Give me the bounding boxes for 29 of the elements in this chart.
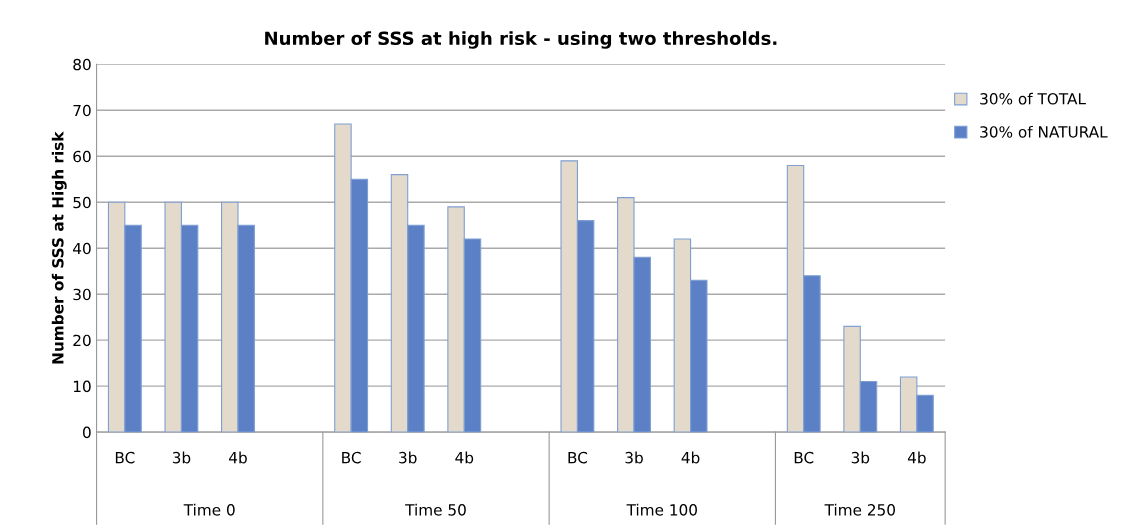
- x-tick-label: 4b: [907, 451, 926, 464]
- x-tick-label: 3b: [851, 451, 870, 464]
- x-tick-label: BC: [794, 451, 814, 464]
- x-tick-label: 4b: [229, 451, 247, 464]
- y-tick-label: 60: [73, 150, 91, 163]
- text: Time 100: [626, 503, 697, 516]
- text: Time 0: [183, 503, 235, 516]
- x-tick-label: BC: [342, 451, 361, 464]
- legend-label: 30% of NATURAL: [980, 125, 1108, 138]
- x-tick-label: 3b: [399, 451, 417, 464]
- chart-title: Number of SSS at high risk - using two thresholds.: [265, 31, 777, 49]
- x-tick-label: 3b: [625, 451, 643, 464]
- y-tick-label: 10: [73, 380, 91, 393]
- x-tick-label: 4b: [455, 451, 474, 464]
- y-tick-label: 40: [73, 242, 91, 255]
- y-tick-label: 70: [73, 104, 91, 117]
- y-axis-title: Number of SSS at High risk: [51, 131, 67, 364]
- x-tick-label: 3b: [172, 451, 191, 464]
- text: Time 50: [405, 503, 466, 516]
- legend-label: 30% of TOTAL: [980, 92, 1086, 105]
- y-tick-label: 50: [73, 196, 91, 209]
- y-tick-label: 20: [73, 334, 91, 347]
- text: Time 250: [824, 503, 895, 516]
- y-tick-label: 30: [73, 288, 91, 301]
- x-tick-label: BC: [115, 451, 135, 464]
- x-tick-label: 4b: [681, 451, 700, 464]
- x-tick-label: BC: [568, 451, 588, 464]
- y-tick-label: 0: [82, 426, 91, 439]
- y-tick-label: 80: [73, 58, 91, 71]
